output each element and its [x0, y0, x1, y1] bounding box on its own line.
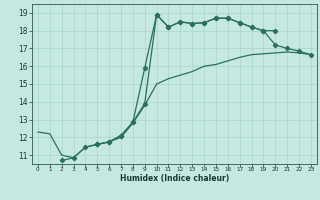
X-axis label: Humidex (Indice chaleur): Humidex (Indice chaleur)	[120, 174, 229, 183]
